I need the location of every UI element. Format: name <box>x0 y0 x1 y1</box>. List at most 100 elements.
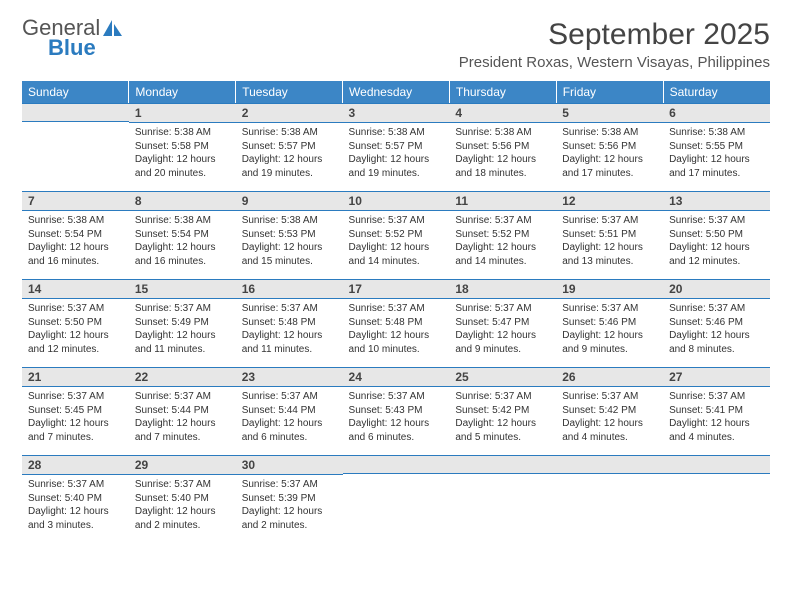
calendar-cell: 18Sunrise: 5:37 AMSunset: 5:47 PMDayligh… <box>449 279 556 367</box>
sunset-text: Sunset: 5:46 PM <box>669 316 764 330</box>
logo-word-2: Blue <box>48 38 123 59</box>
calendar-cell: 3Sunrise: 5:38 AMSunset: 5:57 PMDaylight… <box>343 103 450 191</box>
day-number: 22 <box>129 367 236 387</box>
calendar-cell: 6Sunrise: 5:38 AMSunset: 5:55 PMDaylight… <box>663 103 770 191</box>
calendar-cell: 20Sunrise: 5:37 AMSunset: 5:46 PMDayligh… <box>663 279 770 367</box>
calendar-cell: 5Sunrise: 5:38 AMSunset: 5:56 PMDaylight… <box>556 103 663 191</box>
sunset-text: Sunset: 5:41 PM <box>669 404 764 418</box>
calendar-cell: 1Sunrise: 5:38 AMSunset: 5:58 PMDaylight… <box>129 103 236 191</box>
daylight-text: Daylight: 12 hours and 12 minutes. <box>28 329 123 356</box>
sunset-text: Sunset: 5:50 PM <box>669 228 764 242</box>
daylight-text: Daylight: 12 hours and 3 minutes. <box>28 505 123 532</box>
sunrise-text: Sunrise: 5:38 AM <box>28 214 123 228</box>
calendar-table: SundayMondayTuesdayWednesdayThursdayFrid… <box>22 81 770 538</box>
day-details: Sunrise: 5:38 AMSunset: 5:55 PMDaylight:… <box>663 123 770 186</box>
sunrise-text: Sunrise: 5:37 AM <box>135 478 230 492</box>
sunset-text: Sunset: 5:42 PM <box>562 404 657 418</box>
sunrise-text: Sunrise: 5:37 AM <box>669 390 764 404</box>
day-number: 27 <box>663 367 770 387</box>
sunset-text: Sunset: 5:45 PM <box>28 404 123 418</box>
daylight-text: Daylight: 12 hours and 11 minutes. <box>135 329 230 356</box>
daylight-text: Daylight: 12 hours and 2 minutes. <box>242 505 337 532</box>
day-details: Sunrise: 5:37 AMSunset: 5:51 PMDaylight:… <box>556 211 663 274</box>
day-number: 21 <box>22 367 129 387</box>
weekday-header: Wednesday <box>343 81 450 103</box>
daylight-text: Daylight: 12 hours and 15 minutes. <box>242 241 337 268</box>
day-number: 18 <box>449 279 556 299</box>
sunrise-text: Sunrise: 5:37 AM <box>242 478 337 492</box>
sunrise-text: Sunrise: 5:37 AM <box>135 302 230 316</box>
empty-day <box>556 455 663 474</box>
sunset-text: Sunset: 5:42 PM <box>455 404 550 418</box>
day-number: 16 <box>236 279 343 299</box>
calendar-cell <box>343 455 450 538</box>
weekday-header: Monday <box>129 81 236 103</box>
day-number: 9 <box>236 191 343 211</box>
sunrise-text: Sunrise: 5:38 AM <box>349 126 444 140</box>
daylight-text: Daylight: 12 hours and 16 minutes. <box>135 241 230 268</box>
sunrise-text: Sunrise: 5:37 AM <box>28 302 123 316</box>
location: President Roxas, Western Visayas, Philip… <box>459 54 770 71</box>
sunset-text: Sunset: 5:48 PM <box>349 316 444 330</box>
daylight-text: Daylight: 12 hours and 9 minutes. <box>562 329 657 356</box>
logo-sail-icon <box>103 19 123 40</box>
sunrise-text: Sunrise: 5:37 AM <box>669 214 764 228</box>
sunset-text: Sunset: 5:56 PM <box>455 140 550 154</box>
sunset-text: Sunset: 5:52 PM <box>455 228 550 242</box>
day-number: 26 <box>556 367 663 387</box>
calendar-cell: 14Sunrise: 5:37 AMSunset: 5:50 PMDayligh… <box>22 279 129 367</box>
calendar-cell: 2Sunrise: 5:38 AMSunset: 5:57 PMDaylight… <box>236 103 343 191</box>
empty-day <box>663 455 770 474</box>
daylight-text: Daylight: 12 hours and 7 minutes. <box>28 417 123 444</box>
sunrise-text: Sunrise: 5:37 AM <box>28 478 123 492</box>
day-details: Sunrise: 5:38 AMSunset: 5:54 PMDaylight:… <box>22 211 129 274</box>
sunrise-text: Sunrise: 5:37 AM <box>455 302 550 316</box>
day-details: Sunrise: 5:38 AMSunset: 5:54 PMDaylight:… <box>129 211 236 274</box>
daylight-text: Daylight: 12 hours and 12 minutes. <box>669 241 764 268</box>
sunset-text: Sunset: 5:40 PM <box>135 492 230 506</box>
sunset-text: Sunset: 5:39 PM <box>242 492 337 506</box>
daylight-text: Daylight: 12 hours and 7 minutes. <box>135 417 230 444</box>
day-details: Sunrise: 5:38 AMSunset: 5:57 PMDaylight:… <box>343 123 450 186</box>
day-number: 24 <box>343 367 450 387</box>
day-details: Sunrise: 5:37 AMSunset: 5:52 PMDaylight:… <box>343 211 450 274</box>
sunset-text: Sunset: 5:54 PM <box>135 228 230 242</box>
weekday-header: Thursday <box>449 81 556 103</box>
title-block: September 2025 President Roxas, Western … <box>459 18 770 71</box>
calendar-cell: 13Sunrise: 5:37 AMSunset: 5:50 PMDayligh… <box>663 191 770 279</box>
daylight-text: Daylight: 12 hours and 9 minutes. <box>455 329 550 356</box>
weekday-header: Saturday <box>663 81 770 103</box>
header: General Blue September 2025 President Ro… <box>22 18 770 71</box>
calendar-week-row: 1Sunrise: 5:38 AMSunset: 5:58 PMDaylight… <box>22 103 770 191</box>
sunrise-text: Sunrise: 5:37 AM <box>562 390 657 404</box>
sunset-text: Sunset: 5:48 PM <box>242 316 337 330</box>
calendar-week-row: 28Sunrise: 5:37 AMSunset: 5:40 PMDayligh… <box>22 455 770 538</box>
daylight-text: Daylight: 12 hours and 6 minutes. <box>242 417 337 444</box>
day-details: Sunrise: 5:37 AMSunset: 5:40 PMDaylight:… <box>22 475 129 538</box>
calendar-cell <box>449 455 556 538</box>
sunset-text: Sunset: 5:50 PM <box>28 316 123 330</box>
sunset-text: Sunset: 5:46 PM <box>562 316 657 330</box>
sunrise-text: Sunrise: 5:38 AM <box>669 126 764 140</box>
weekday-header: Sunday <box>22 81 129 103</box>
sunrise-text: Sunrise: 5:37 AM <box>455 390 550 404</box>
sunrise-text: Sunrise: 5:38 AM <box>135 214 230 228</box>
daylight-text: Daylight: 12 hours and 8 minutes. <box>669 329 764 356</box>
day-details: Sunrise: 5:37 AMSunset: 5:46 PMDaylight:… <box>663 299 770 362</box>
day-details: Sunrise: 5:37 AMSunset: 5:39 PMDaylight:… <box>236 475 343 538</box>
calendar-cell: 30Sunrise: 5:37 AMSunset: 5:39 PMDayligh… <box>236 455 343 538</box>
day-number: 28 <box>22 455 129 475</box>
day-details: Sunrise: 5:37 AMSunset: 5:47 PMDaylight:… <box>449 299 556 362</box>
sunrise-text: Sunrise: 5:38 AM <box>562 126 657 140</box>
calendar-week-row: 21Sunrise: 5:37 AMSunset: 5:45 PMDayligh… <box>22 367 770 455</box>
empty-day <box>22 103 129 122</box>
logo: General Blue <box>22 18 123 59</box>
day-details: Sunrise: 5:38 AMSunset: 5:57 PMDaylight:… <box>236 123 343 186</box>
daylight-text: Daylight: 12 hours and 17 minutes. <box>562 153 657 180</box>
daylight-text: Daylight: 12 hours and 17 minutes. <box>669 153 764 180</box>
day-details: Sunrise: 5:38 AMSunset: 5:53 PMDaylight:… <box>236 211 343 274</box>
empty-day <box>343 455 450 474</box>
calendar-cell: 12Sunrise: 5:37 AMSunset: 5:51 PMDayligh… <box>556 191 663 279</box>
sunset-text: Sunset: 5:57 PM <box>349 140 444 154</box>
sunrise-text: Sunrise: 5:37 AM <box>349 390 444 404</box>
